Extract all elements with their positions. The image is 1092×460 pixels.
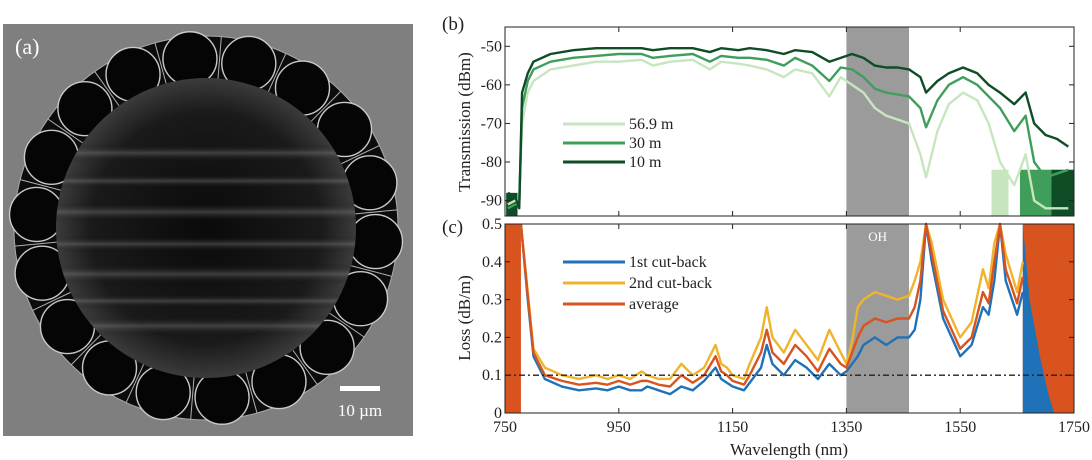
legend-entry: average [629,296,679,313]
legend-entry: 30 m [629,135,662,152]
y-tick-label-c: 0.1 [482,367,502,384]
noise-floor-fill [991,169,1009,216]
oh-band-b [846,27,909,216]
tube-web [190,377,195,420]
series-line-30-m [507,52,1069,210]
x-tick-label: 1750 [1058,419,1090,436]
ticks-c: 750 950 1150 1350 1550 1750 0 0.1 0.2 0.3 0.4 0.5 [482,216,1090,436]
y-tick-label-b: -80 [481,154,502,171]
tube-web [125,364,145,403]
y-tick-label-c: 0.2 [482,329,502,346]
tube-web [267,53,287,92]
oh-band-label: OH [868,229,887,244]
series-line-10-m [507,47,1069,210]
axes-frame-b [504,26,1075,217]
x-tick-label: 1550 [944,419,976,436]
cladding-tube [299,319,355,376]
tube-web [154,42,167,84]
y-tick-label-c: 0.3 [482,292,502,309]
transmission-series [507,47,1069,210]
series-line-2nd-cut-back [519,222,1024,381]
panel-label-c: (c) [442,217,463,238]
tube-web [14,241,57,247]
panel-label-b: (b) [442,14,464,35]
out-of-range-fill [1022,224,1055,413]
out-of-range-fill [505,224,521,413]
noise-floor-fill [1051,169,1074,216]
loss-series [519,222,1024,396]
tube-web [351,265,392,277]
tube-web [310,90,342,122]
core-streaks [56,144,356,336]
legend-c: 1st cut-back 2nd cut-back average [563,254,712,313]
series-line-56-9-m [507,58,1069,210]
ticks-b: -50 -60 -70 -80 -90 [481,27,1075,216]
noise-floor-fill [506,192,518,216]
cladding-tube [57,80,113,137]
cladding-tubes [8,31,404,425]
y-tick-label-c: 0 [494,405,502,422]
x-tick-label: 950 [607,419,631,436]
tube-web [32,291,71,311]
legend-entry: 56.9 m [629,116,674,133]
tube-web [20,179,61,191]
tube-web [355,209,398,215]
y-tick-label-b: -50 [481,38,502,55]
scale-bar-label: 10 µm [338,401,382,420]
legend-b: 56.9 m 30 m 10 m [563,116,674,171]
y-tick-label-c: 0.4 [482,254,502,271]
series-line-average [519,222,1024,388]
y-tick-label-b: -90 [481,193,502,210]
out-of-range-fills [505,224,1074,413]
tube-web [47,118,83,144]
legend-entry: 1st cut-back [629,254,707,271]
y-tick-label-b: -70 [481,115,502,132]
panel-label-a: (a) [15,34,39,59]
transmission-chart: -50 -60 -70 -80 -90 (b) Transmission (dBm) 5… [442,14,1075,217]
sem-micrograph-panel-a: (a) 10 µm [3,24,413,436]
loss-chart: OH 750 950 1150 1350 1550 1750 0 0.1 0.2 0.3 0.4 0.… [442,216,1090,459]
legend-entry: 10 m [629,154,662,171]
axes-frame-c [504,223,1075,414]
x-tick-label: 1350 [830,419,862,436]
plot-area-c [505,224,1074,413]
tube-web [94,71,120,107]
y-axis-label-c: Loss (dB/m) [455,275,474,360]
tube-web [341,145,380,165]
tube-web [245,372,258,414]
scale-bar [340,386,380,391]
tube-web [217,36,222,79]
x-axis-label: Wavelength (nm) [730,440,848,459]
y-tick-label-c: 0.5 [482,216,502,233]
y-tick-label-b: -60 [481,77,502,94]
series-line-1st-cut-back [519,222,1024,396]
y-axis-label-b: Transmission (dBm) [455,52,474,192]
plot-area-b [505,27,1074,216]
tube-web [292,349,318,385]
tube-web [70,334,102,366]
x-tick-label: 1150 [717,419,748,436]
tube-web [329,312,365,338]
x-tick-label: 750 [493,419,517,436]
legend-entry: 2nd cut-back [629,275,712,292]
